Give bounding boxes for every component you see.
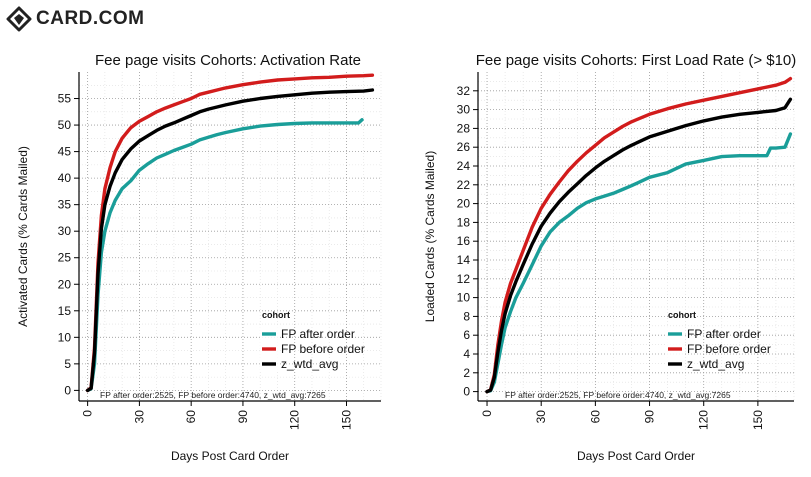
y-tick-label: 6: [463, 328, 470, 342]
chart-title: Fee page visits Cohorts: First Load Rate…: [476, 52, 797, 69]
sample-size-annotation: FP after order:2525, FP before order:474…: [100, 390, 326, 400]
legend-label: FP after order: [687, 327, 761, 341]
chart-title: Fee page visits Cohorts: Activation Rate: [95, 52, 361, 69]
y-tick-label: 8: [463, 309, 470, 323]
y-tick-label: 15: [58, 304, 72, 318]
y-tick-label: 35: [58, 198, 72, 212]
y-tick-label: 20: [457, 197, 471, 211]
y-tick-label: 32: [457, 84, 471, 98]
card-com-logo-icon: [6, 6, 32, 32]
y-tick-label: 18: [457, 215, 471, 229]
series-line-1: [85, 73, 375, 393]
brand-logo: CARD.COM: [6, 4, 145, 34]
plot-area: [478, 72, 794, 401]
y-tick-label: 40: [58, 171, 72, 185]
x-axis-label: Days Post Card Order: [171, 449, 289, 463]
legend-title: cohort: [668, 310, 696, 320]
sample-size-annotation: FP after order:2525, FP before order:474…: [505, 390, 731, 400]
y-tick-label: 10: [457, 291, 471, 305]
series-line-2: [485, 97, 793, 394]
x-axis-label: Days Post Card Order: [577, 449, 695, 463]
y-tick-label: 20: [58, 277, 72, 291]
x-tick-label: 120: [697, 410, 711, 430]
series-line-0: [85, 118, 364, 393]
y-tick-label: 50: [58, 118, 72, 132]
y-axis-label: Loaded Cards (% Cards Mailed): [423, 151, 437, 322]
x-tick-label: 90: [236, 410, 250, 424]
y-axis-label: Activated Cards (% Cards Mailed): [16, 146, 30, 327]
y-tick-label: 5: [64, 357, 71, 371]
y-tick-label: 0: [64, 383, 71, 397]
y-tick-label: 10: [58, 330, 72, 344]
y-tick-label: 30: [58, 224, 72, 238]
y-tick-label: 2: [463, 366, 470, 380]
legend-label: FP after order: [281, 327, 355, 341]
x-tick-label: 90: [643, 410, 657, 424]
x-tick-label: 60: [184, 410, 198, 424]
x-tick-label: 0: [480, 410, 494, 417]
y-tick-label: 30: [457, 103, 471, 117]
chart-0: 0 5 10 15 20 25 30 35 40 45 50 55 0 30 60 90 120 150 Fee p…: [16, 52, 382, 463]
y-tick-label: 26: [457, 140, 471, 154]
x-tick-label: 150: [751, 410, 765, 430]
x-tick-label: 150: [339, 410, 353, 430]
y-tick-label: 45: [58, 145, 72, 159]
y-tick-label: 22: [457, 178, 471, 192]
x-tick-label: 60: [588, 410, 602, 424]
y-tick-label: 4: [463, 347, 470, 361]
y-tick-label: 14: [457, 253, 471, 267]
legend-label: z_wtd_avg: [687, 357, 744, 371]
legend-label: FP before order: [281, 342, 365, 356]
brand-name: CARD.COM: [36, 8, 145, 29]
x-tick-label: 30: [534, 410, 548, 424]
y-tick-label: 12: [457, 272, 471, 286]
legend-title: cohort: [262, 310, 290, 320]
y-tick-label: 55: [58, 92, 72, 106]
legend-label: z_wtd_avg: [281, 357, 338, 371]
series-line-0: [485, 132, 793, 394]
x-tick-label: 30: [132, 410, 146, 424]
y-tick-label: 0: [463, 385, 470, 399]
series-line-1: [485, 76, 793, 394]
y-tick-label: 25: [58, 251, 72, 265]
x-tick-label: 0: [81, 410, 95, 417]
y-tick-label: 24: [457, 159, 471, 173]
y-tick-label: 16: [457, 234, 471, 248]
x-tick-label: 120: [288, 410, 302, 430]
y-tick-label: 28: [457, 121, 471, 135]
legend-label: FP before order: [687, 342, 771, 356]
series-line-2: [85, 88, 375, 393]
